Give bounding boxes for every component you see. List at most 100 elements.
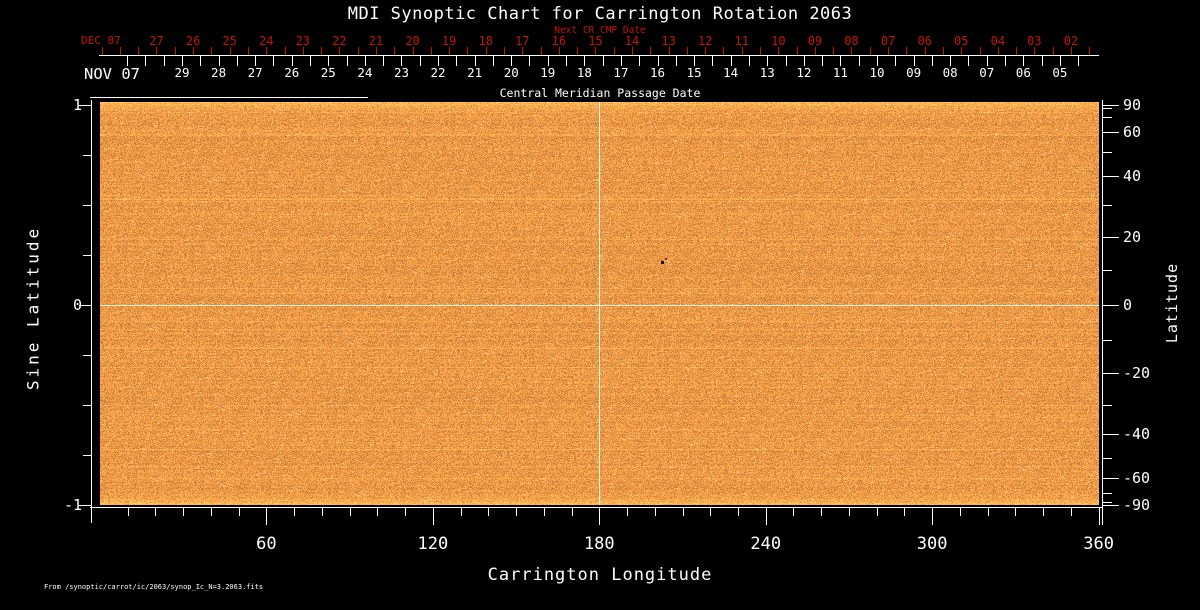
cmp-tick [310,56,311,66]
cmp-day-label: 17 [613,65,629,80]
longitude-tick [321,508,323,516]
cmp-tick [950,56,952,66]
next-cr-tick [138,47,140,56]
next-cr-tick [193,47,195,56]
next-cr-tick [101,47,103,56]
next-cr-tick [760,47,762,56]
cmp-day-label: 14 [723,65,739,80]
cmp-day-label: 07 [979,65,995,80]
sine-latitude-tick [83,155,91,156]
latitude-tick [1103,501,1112,503]
latitude-tick [1103,458,1112,460]
right-axis-line [1102,100,1103,525]
cmp-tick [694,56,696,66]
longitude-label: 180 [583,534,615,554]
latitude-label: 90 [1123,96,1142,114]
next-cr-day-label: 10 [771,34,786,48]
cmp-day-label: 25 [320,65,336,80]
cmp-day-label: 16 [650,65,666,80]
latitude-label: -90 [1123,496,1151,514]
next-cr-day-label: 02 [1063,34,1079,48]
cmp-axis-title: Central Meridian Passage Date [499,86,701,100]
x-axis-title: Carrington Longitude [487,565,713,585]
next-cr-tick [851,47,853,56]
cmp-day-label: 24 [357,65,373,80]
next-cr-tick [321,47,323,56]
longitude-tick [627,508,629,516]
chart-title: MDI Synoptic Chart for Carrington Rotati… [347,4,853,24]
next-cr-tick [266,47,268,56]
next-cr-tick [997,47,999,56]
longitude-tick [571,508,573,516]
next-cr-tick [540,47,542,56]
cmp-day-label: 19 [540,65,556,80]
latitude-tick [1103,131,1119,133]
cmp-tick [913,56,915,66]
cmp-month-label: NOV 07 [84,65,140,83]
next-cr-day-label: 21 [368,34,384,48]
longitude-tick [183,508,185,516]
next-cr-tick [869,47,871,56]
latitude-tick [1103,270,1112,272]
latitude-label: -20 [1123,364,1151,383]
next-cr-day-label: 15 [588,34,603,48]
next-cr-tick [558,47,560,56]
next-cr-tick [778,47,780,56]
next-cr-tick [961,47,963,56]
next-cr-tick [229,47,231,56]
next-cr-tick [723,47,725,56]
next-cr-tick [247,47,249,56]
next-cr-tick [467,47,469,56]
cmp-tick [931,56,933,66]
cmp-tick [858,56,860,66]
next-cr-tick [284,47,286,56]
cmp-tick [255,56,257,66]
next-cr-tick [302,47,304,56]
cmp-tick [1059,56,1061,66]
cmp-day-label: 06 [1015,65,1031,80]
longitude-tick [904,508,906,516]
longitude-tick [1070,508,1072,516]
cmp-tick [876,56,878,66]
longitude-tick [377,508,379,516]
sine-latitude-tick [83,355,91,356]
sine-latitude-tick [83,405,91,406]
longitude-tick [987,508,989,516]
next-cr-tick [1089,47,1091,56]
next-cr-day-label: 18 [478,34,493,48]
next-cr-day-label: 03 [1027,34,1042,48]
next-cr-axis-title: Next CR CMP Date [554,25,646,36]
next-cr-tick [522,47,524,56]
longitude-tick [405,508,407,516]
longitude-tick [238,508,240,516]
latitude-tick [1103,108,1112,110]
latitude-tick [1103,305,1119,306]
right-axis-title: Latitude [1163,262,1181,344]
next-cr-day-label: 24 [259,34,274,48]
latitude-tick [1103,433,1119,435]
next-cr-tick [1052,47,1054,56]
cmp-tick [1041,56,1043,66]
longitude-tick [432,508,434,525]
longitude-tick [488,508,490,516]
cmp-tick [639,56,641,66]
longitude-tick [654,508,656,516]
next-cr-tick [650,47,652,56]
longitude-label: 300 [916,534,948,554]
cmp-tick [364,56,366,66]
next-cr-tick [613,47,615,56]
longitude-tick [210,508,212,516]
next-cr-tick [339,47,341,56]
longitude-tick [1043,508,1045,516]
next-cr-tick [632,47,633,56]
latitude-tick [1103,405,1112,406]
cmp-tick [620,56,622,66]
next-cr-tick [375,47,377,56]
cmp-day-label: 27 [247,65,263,80]
next-cr-tick [394,47,396,56]
longitude-tick [543,508,545,516]
next-cr-tick [412,47,414,56]
cmp-tick [273,56,275,66]
next-cr-tick [888,47,890,56]
sine-latitude-tick [79,105,91,106]
